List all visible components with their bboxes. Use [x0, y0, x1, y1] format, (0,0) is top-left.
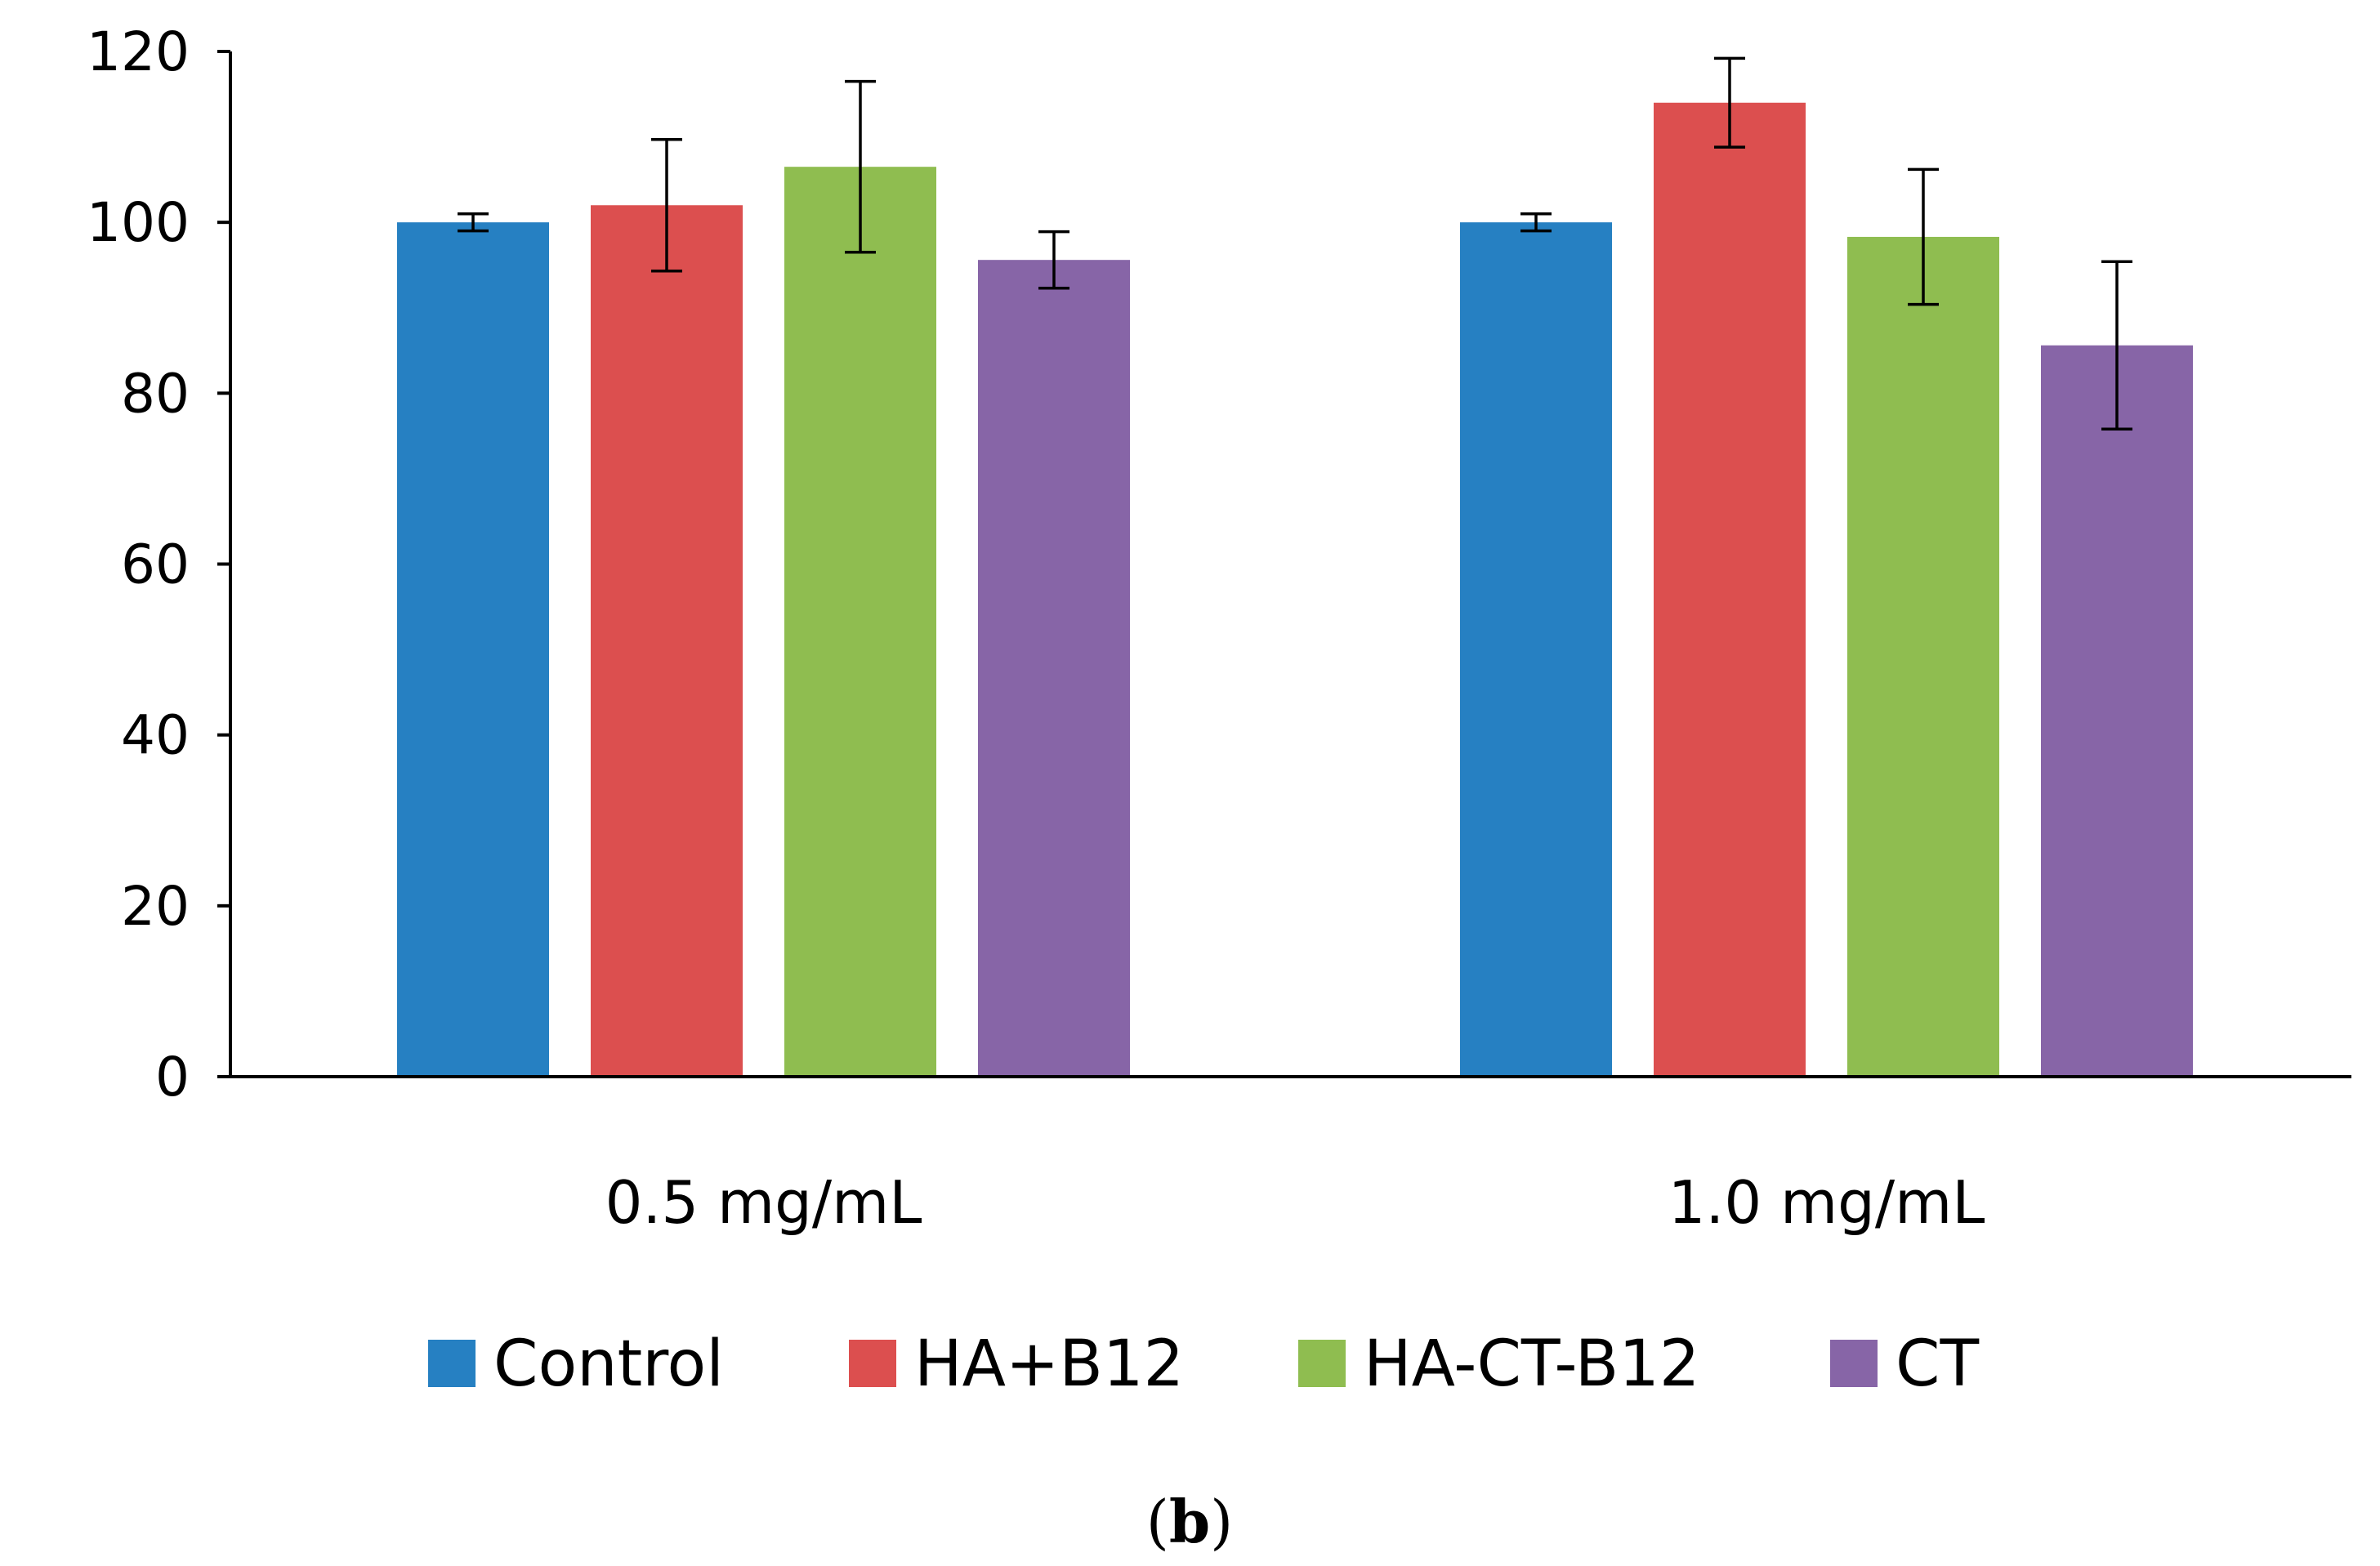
y-axis-ticks: 0 20 40 60 80 100 120 — [87, 20, 230, 1109]
caption-close-paren: ) — [1210, 1488, 1233, 1556]
y-tick-label: 40 — [121, 704, 190, 767]
bars — [397, 102, 2193, 1077]
y-tick-label: 80 — [121, 362, 190, 425]
error-bar — [1908, 167, 1939, 306]
figure-caption: (b) — [1146, 1487, 1234, 1556]
x-category-label: 1.0 mg/mL — [1668, 1168, 1985, 1237]
y-tick-label: 60 — [121, 533, 190, 596]
legend: Control HA+B12 HA-CT-B12 CT — [428, 1327, 1979, 1401]
y-tick-label: 120 — [87, 20, 190, 83]
legend-label: Control — [493, 1327, 724, 1401]
bar-ha-b12-1 — [591, 205, 743, 1077]
legend-swatch — [1298, 1340, 1346, 1387]
bar-ct-1 — [978, 260, 1130, 1077]
caption-letter: b — [1169, 1487, 1210, 1556]
y-tick-label: 0 — [155, 1046, 190, 1109]
legend-item: HA-CT-B12 — [1298, 1327, 1700, 1401]
legend-label: HA+B12 — [914, 1327, 1184, 1401]
error-bar — [651, 137, 682, 273]
bar-ha-b12-2 — [1654, 102, 1806, 1077]
caption-open-paren: ( — [1146, 1488, 1169, 1556]
bar-control-1 — [397, 222, 549, 1077]
bar-control-2 — [1460, 222, 1612, 1077]
error-bar — [845, 79, 876, 254]
legend-item: CT — [1830, 1327, 1979, 1401]
x-category-label: 0.5 mg/mL — [605, 1168, 922, 1237]
legend-label: HA-CT-B12 — [1364, 1327, 1700, 1401]
bar-ct-2 — [2041, 345, 2193, 1077]
legend-label: CT — [1896, 1327, 1979, 1401]
error-bar — [2101, 260, 2132, 431]
y-tick-label: 100 — [87, 191, 190, 254]
error-bar — [1520, 212, 1552, 233]
x-axis-category-labels: 0.5 mg/mL 1.0 mg/mL — [605, 1168, 1985, 1237]
legend-swatch — [849, 1340, 896, 1387]
y-tick-label: 20 — [121, 875, 190, 938]
error-bars — [458, 56, 2132, 431]
error-bar — [1714, 56, 1745, 149]
error-bar — [1038, 230, 1069, 290]
bar-ha-ct-b12-2 — [1847, 236, 1999, 1077]
bar-ha-ct-b12-1 — [784, 167, 936, 1077]
legend-swatch — [1830, 1340, 1878, 1387]
legend-item: HA+B12 — [849, 1327, 1184, 1401]
error-bar — [458, 212, 489, 233]
legend-swatch — [428, 1340, 476, 1387]
legend-item: Control — [428, 1327, 724, 1401]
